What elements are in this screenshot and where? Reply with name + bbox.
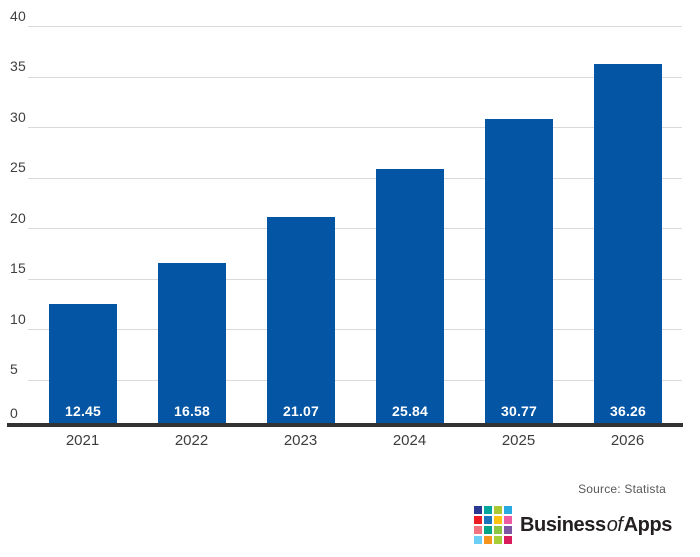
gridline-y35 bbox=[28, 77, 682, 78]
bar-2023: 21.07 bbox=[267, 217, 335, 423]
brand-name-part1: Business bbox=[519, 514, 606, 536]
logo-grid-cell-11 bbox=[503, 526, 512, 534]
x-axis-label-2025: 2025 bbox=[501, 432, 536, 449]
gridline-y25 bbox=[28, 178, 682, 179]
logo-grid-cell-5 bbox=[483, 516, 492, 524]
logo-grid-cell-2 bbox=[493, 506, 502, 514]
brand-name-part3: Apps bbox=[623, 514, 673, 536]
logo-grid-cell-3 bbox=[503, 506, 512, 514]
y-axis-label: 35 bbox=[10, 58, 26, 74]
logo-grid-cell-9 bbox=[483, 526, 492, 534]
gridline-y10 bbox=[28, 329, 682, 330]
x-axis-label-2023: 2023 bbox=[283, 432, 318, 449]
bar-value-label: 12.45 bbox=[64, 403, 102, 419]
logo-grid-cell-15 bbox=[503, 536, 512, 544]
bar-value-label: 21.07 bbox=[282, 403, 320, 419]
logo-grid-cell-0 bbox=[473, 506, 482, 514]
logo-grid-cell-14 bbox=[493, 536, 502, 544]
logo-grid-cell-4 bbox=[473, 516, 482, 524]
brand-name-part2: of bbox=[606, 514, 623, 536]
brand-name: Business of Apps bbox=[520, 515, 672, 535]
x-axis-label-2024: 2024 bbox=[392, 432, 427, 449]
gridline-y30 bbox=[28, 127, 682, 128]
y-axis-label: 5 bbox=[10, 361, 18, 377]
y-axis-label: 15 bbox=[10, 260, 26, 276]
logo-grid-icon bbox=[473, 506, 512, 544]
x-axis-label-2026: 2026 bbox=[610, 432, 645, 449]
bar-2025: 30.77 bbox=[485, 119, 553, 423]
logo-grid-cell-1 bbox=[483, 506, 492, 514]
gridline-y20 bbox=[28, 228, 682, 229]
bar-2022: 16.58 bbox=[158, 263, 226, 423]
logo-grid-cell-6 bbox=[493, 516, 502, 524]
x-axis-label-2021: 2021 bbox=[65, 432, 100, 449]
gridline-y15 bbox=[28, 279, 682, 280]
gridline-y5 bbox=[28, 380, 682, 381]
y-axis-label: 30 bbox=[10, 109, 26, 125]
y-axis-label: 20 bbox=[10, 210, 26, 226]
x-axis-label-2022: 2022 bbox=[174, 432, 209, 449]
bar-value-label: 25.84 bbox=[391, 403, 429, 419]
source-label: Source: Statista bbox=[578, 482, 666, 496]
bar-value-label: 30.77 bbox=[500, 403, 538, 419]
bar-2024: 25.84 bbox=[376, 169, 444, 423]
bar-2021: 12.45 bbox=[49, 304, 117, 423]
y-axis-label: 40 bbox=[10, 8, 26, 24]
logo-grid-cell-13 bbox=[483, 536, 492, 544]
logo-grid-cell-7 bbox=[503, 516, 512, 524]
bar-value-label: 16.58 bbox=[173, 403, 211, 419]
x-axis-line bbox=[7, 423, 683, 427]
bar-2026: 36.26 bbox=[594, 64, 662, 423]
y-axis-label: 25 bbox=[10, 159, 26, 175]
logo-grid-cell-12 bbox=[473, 536, 482, 544]
y-axis-label: 10 bbox=[10, 311, 26, 327]
bar-value-label: 36.26 bbox=[609, 403, 647, 419]
logo-grid-cell-8 bbox=[473, 526, 482, 534]
brand-logo: Business of Apps bbox=[473, 506, 672, 544]
gridline-y40 bbox=[28, 26, 682, 27]
logo-grid-cell-10 bbox=[493, 526, 502, 534]
y-axis-label: 0 bbox=[10, 405, 18, 421]
